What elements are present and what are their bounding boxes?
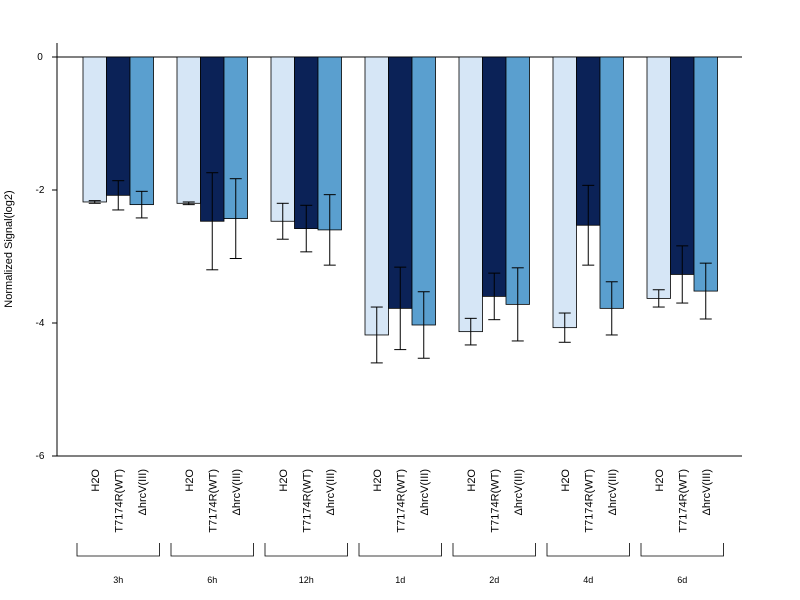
bar — [82, 56, 107, 203]
condition-label: H2O — [184, 469, 196, 492]
y-tick-label: 0 — [37, 52, 43, 63]
condition-label: ΔhrcV(III) — [419, 469, 431, 515]
bar — [458, 56, 483, 333]
bar — [552, 56, 577, 329]
condition-label: ΔhrcV(III) — [137, 469, 149, 515]
group-bracket — [76, 543, 160, 557]
group-label: 6d — [677, 575, 687, 585]
bar — [129, 56, 154, 206]
group-label: 3h — [113, 575, 123, 585]
bar — [505, 56, 530, 305]
chart-labels: 0 -2 -4 -6 H2O T7174R(WT) ΔhrcV(III) 3h H2O T7174… — [36, 52, 713, 585]
bar — [599, 56, 624, 309]
condition-label: H2O — [278, 469, 290, 492]
condition-label: H2O — [90, 469, 102, 492]
condition-label: ΔhrcV(III) — [325, 469, 337, 515]
condition-label: T7174R(WT) — [207, 469, 219, 533]
condition-label: ΔhrcV(III) — [607, 469, 619, 515]
group-label: 1d — [395, 575, 405, 585]
condition-label: T7174R(WT) — [395, 469, 407, 533]
y-tick-label: -4 — [36, 318, 45, 329]
group-bracket — [546, 543, 630, 557]
group-bracket — [264, 543, 348, 557]
group-label: 2d — [489, 575, 499, 585]
bar — [364, 56, 389, 336]
bar — [482, 56, 507, 297]
bar — [646, 56, 671, 299]
bar — [176, 56, 201, 204]
chart-axes — [52, 43, 742, 557]
condition-label: T7174R(WT) — [583, 469, 595, 533]
group-bracket — [358, 543, 442, 557]
bar — [670, 56, 695, 275]
bar — [294, 56, 319, 229]
condition-label: T7174R(WT) — [301, 469, 313, 533]
group-label: 12h — [299, 575, 314, 585]
condition-label: T7174R(WT) — [489, 469, 501, 533]
bar — [411, 56, 436, 326]
bar — [693, 56, 718, 292]
group-bracket — [170, 543, 254, 557]
y-tick-label: -2 — [36, 185, 45, 196]
condition-label: ΔhrcV(III) — [231, 469, 243, 515]
y-axis-title: Normalized Signal(log2) — [3, 190, 15, 307]
group-bracket — [640, 543, 724, 557]
bar — [270, 56, 295, 222]
condition-label: ΔhrcV(III) — [701, 469, 713, 515]
condition-label: ΔhrcV(III) — [513, 469, 525, 515]
group-bracket — [452, 543, 536, 557]
bar — [106, 56, 131, 196]
condition-label: H2O — [466, 469, 478, 492]
condition-label: H2O — [654, 469, 666, 492]
condition-label: T7174R(WT) — [113, 469, 125, 533]
condition-label: T7174R(WT) — [677, 469, 689, 533]
chart-error-bars — [88, 172, 712, 364]
group-label: 6h — [207, 575, 217, 585]
y-tick-label: -6 — [36, 451, 45, 462]
condition-label: H2O — [560, 469, 572, 492]
condition-label: H2O — [372, 469, 384, 492]
group-label: 4d — [583, 575, 593, 585]
